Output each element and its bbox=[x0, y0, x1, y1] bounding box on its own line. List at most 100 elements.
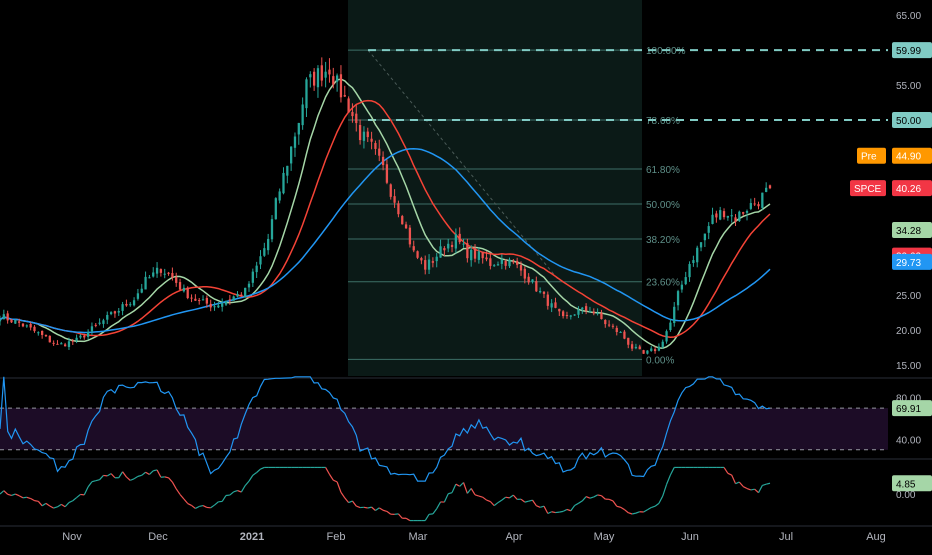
candle-body[interactable] bbox=[405, 224, 407, 228]
candle-body[interactable] bbox=[18, 321, 20, 322]
candle-body[interactable] bbox=[704, 234, 706, 241]
candle-body[interactable] bbox=[275, 198, 277, 219]
candle-body[interactable] bbox=[133, 300, 135, 305]
candle-body[interactable] bbox=[190, 298, 192, 299]
candle-body[interactable] bbox=[543, 292, 545, 294]
candle-body[interactable] bbox=[424, 260, 426, 270]
candle-body[interactable] bbox=[436, 257, 438, 261]
candle-body[interactable] bbox=[719, 210, 721, 219]
candle-body[interactable] bbox=[233, 296, 235, 300]
candle-body[interactable] bbox=[75, 338, 77, 341]
candle-body[interactable] bbox=[125, 304, 127, 306]
candle-body[interactable] bbox=[451, 245, 453, 247]
candle-body[interactable] bbox=[409, 228, 411, 245]
candle-body[interactable] bbox=[478, 251, 480, 259]
candle-body[interactable] bbox=[252, 272, 254, 283]
candle-body[interactable] bbox=[723, 211, 725, 217]
candle-body[interactable] bbox=[646, 351, 648, 354]
candle-body[interactable] bbox=[175, 277, 177, 283]
candle-body[interactable] bbox=[14, 320, 16, 324]
candle-body[interactable] bbox=[596, 313, 598, 314]
candle-body[interactable] bbox=[550, 303, 552, 307]
candle-body[interactable] bbox=[236, 294, 238, 297]
candle-body[interactable] bbox=[298, 123, 300, 134]
candle-body[interactable] bbox=[202, 299, 204, 300]
candle-body[interactable] bbox=[370, 139, 372, 142]
candle-body[interactable] bbox=[466, 243, 468, 258]
candle-body[interactable] bbox=[313, 72, 315, 86]
candle-body[interactable] bbox=[558, 309, 560, 311]
candle-body[interactable] bbox=[631, 344, 633, 348]
candle-body[interactable] bbox=[229, 299, 231, 300]
candle-body[interactable] bbox=[685, 277, 687, 284]
candle-body[interactable] bbox=[474, 248, 476, 258]
candle-body[interactable] bbox=[539, 291, 541, 292]
candle-body[interactable] bbox=[37, 332, 39, 333]
candle-body[interactable] bbox=[658, 347, 660, 351]
candle-body[interactable] bbox=[570, 315, 572, 316]
candle-body[interactable] bbox=[72, 341, 74, 342]
candle-body[interactable] bbox=[742, 212, 744, 214]
candle-body[interactable] bbox=[52, 343, 54, 344]
candle-body[interactable] bbox=[715, 213, 717, 217]
candle-body[interactable] bbox=[531, 279, 533, 281]
candle-body[interactable] bbox=[152, 272, 154, 276]
candle-body[interactable] bbox=[367, 132, 369, 137]
candle-body[interactable] bbox=[106, 315, 108, 320]
candle-body[interactable] bbox=[114, 311, 116, 313]
candle-body[interactable] bbox=[30, 324, 32, 328]
candle-body[interactable] bbox=[267, 239, 269, 250]
candle-body[interactable] bbox=[681, 285, 683, 290]
candle-body[interactable] bbox=[566, 315, 568, 316]
candle-body[interactable] bbox=[665, 331, 667, 341]
candle-body[interactable] bbox=[7, 313, 9, 320]
candle-body[interactable] bbox=[669, 323, 671, 330]
candle-body[interactable] bbox=[459, 234, 461, 242]
candle-body[interactable] bbox=[210, 304, 212, 308]
candle-body[interactable] bbox=[673, 307, 675, 323]
candle-body[interactable] bbox=[401, 216, 403, 224]
candle-body[interactable] bbox=[102, 320, 104, 324]
candle-body[interactable] bbox=[382, 157, 384, 165]
candle-body[interactable] bbox=[41, 331, 43, 335]
candle-body[interactable] bbox=[711, 215, 713, 224]
candle-body[interactable] bbox=[677, 291, 679, 305]
candle-body[interactable] bbox=[428, 260, 430, 270]
candle-body[interactable] bbox=[187, 288, 189, 298]
candle-body[interactable] bbox=[642, 350, 644, 354]
candle-body[interactable] bbox=[91, 326, 93, 331]
candle-body[interactable] bbox=[413, 246, 415, 250]
candle-body[interactable] bbox=[654, 349, 656, 351]
candle-body[interactable] bbox=[734, 217, 736, 221]
candle-body[interactable] bbox=[447, 244, 449, 249]
candle-body[interactable] bbox=[390, 184, 392, 197]
candle-body[interactable] bbox=[608, 325, 610, 326]
candle-body[interactable] bbox=[489, 258, 491, 266]
candle-body[interactable] bbox=[26, 325, 28, 326]
candle-body[interactable] bbox=[156, 268, 158, 274]
candle-body[interactable] bbox=[378, 149, 380, 156]
candle-body[interactable] bbox=[708, 226, 710, 233]
candle-body[interactable] bbox=[593, 312, 595, 314]
candle-body[interactable] bbox=[757, 204, 759, 206]
candle-body[interactable] bbox=[248, 284, 250, 288]
candle-body[interactable] bbox=[662, 342, 664, 347]
candle-body[interactable] bbox=[336, 75, 338, 81]
candle-body[interactable] bbox=[83, 336, 85, 338]
candle-body[interactable] bbox=[524, 269, 526, 279]
candle-body[interactable] bbox=[482, 252, 484, 258]
candle-body[interactable] bbox=[616, 328, 618, 332]
candle-body[interactable] bbox=[240, 295, 242, 296]
candle-body[interactable] bbox=[328, 70, 330, 75]
candle-body[interactable] bbox=[263, 248, 265, 256]
candle-body[interactable] bbox=[650, 349, 652, 351]
candle-body[interactable] bbox=[397, 203, 399, 214]
candle-body[interactable] bbox=[324, 72, 326, 78]
candle-body[interactable] bbox=[386, 164, 388, 182]
candle-body[interactable] bbox=[87, 332, 89, 337]
candle-body[interactable] bbox=[221, 303, 223, 307]
candle-body[interactable] bbox=[731, 215, 733, 216]
candle-body[interactable] bbox=[497, 264, 499, 265]
candle-body[interactable] bbox=[765, 188, 767, 192]
candle-body[interactable] bbox=[635, 347, 637, 348]
